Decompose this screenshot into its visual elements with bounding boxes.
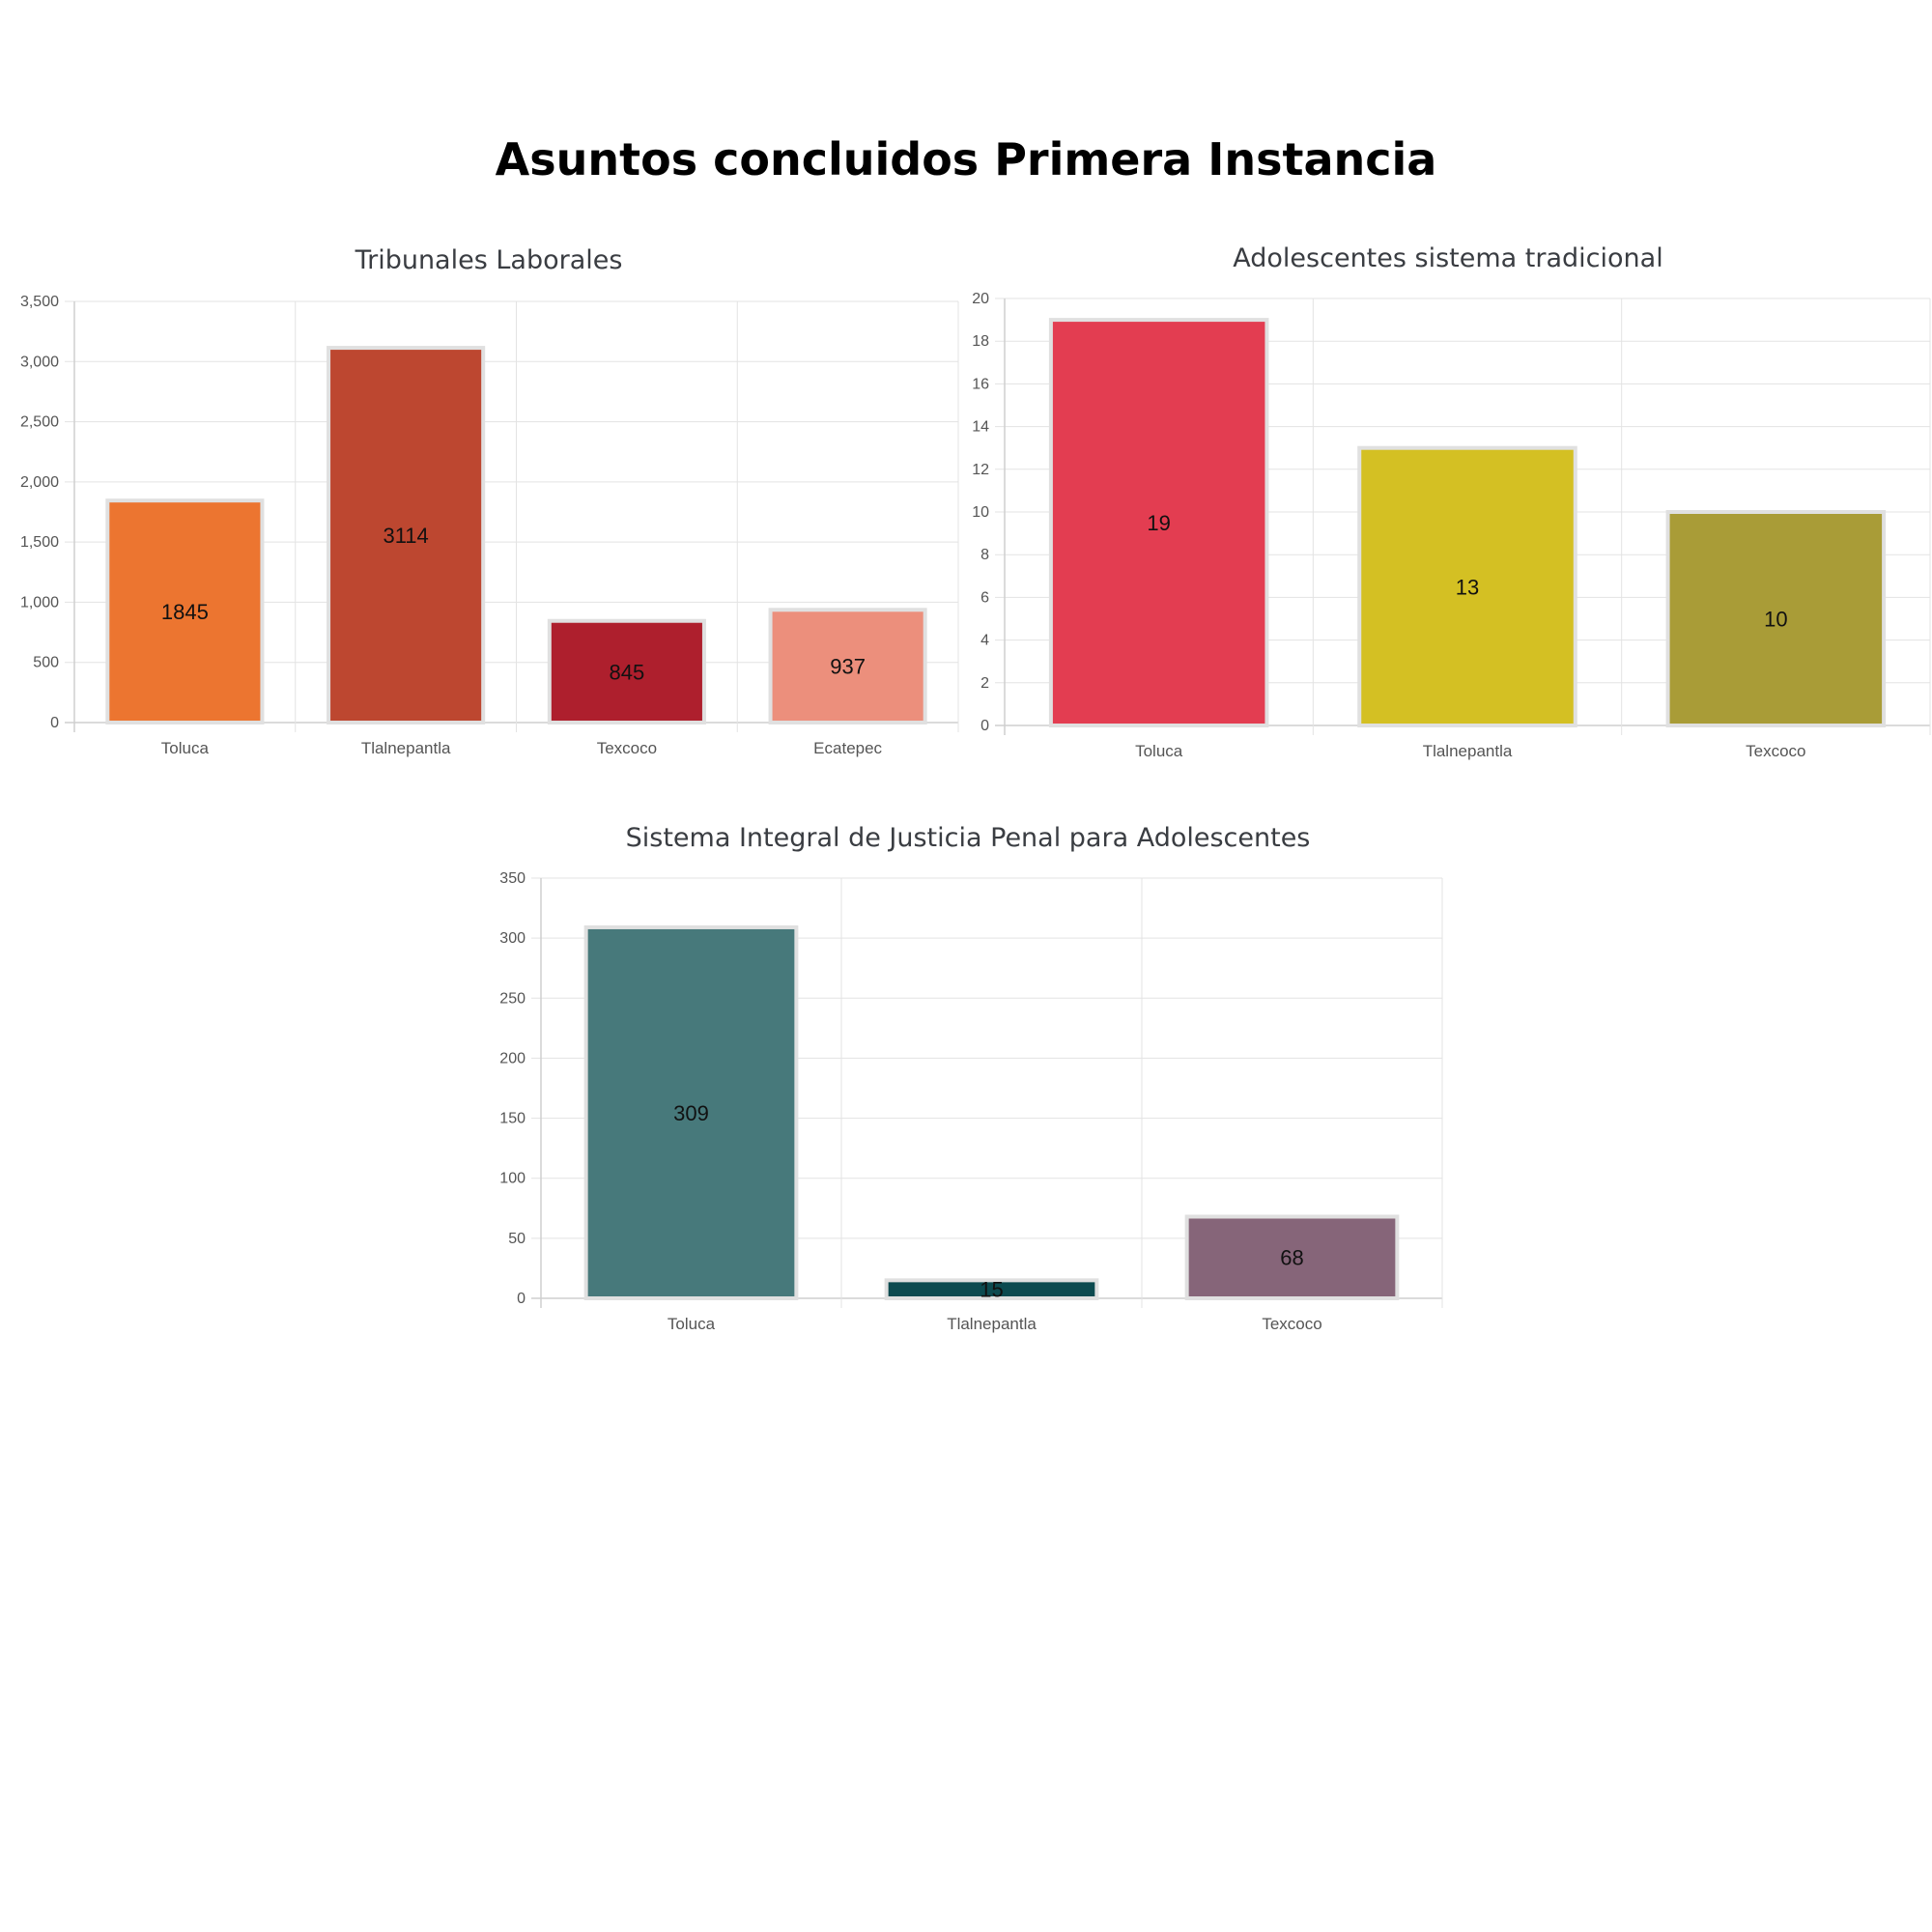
y-tick-label: 0 [980, 718, 989, 734]
x-tick-label: Texcoco [597, 739, 657, 757]
y-tick-label: 8 [980, 547, 989, 563]
data-label: 937 [830, 655, 866, 679]
bar-tlalnepantla [327, 346, 486, 725]
x-tick-label: Texcoco [1746, 742, 1805, 760]
page-title: Asuntos concluidos Primera Instancia [495, 133, 1437, 185]
bar-toluca [105, 498, 265, 724]
y-tick-label: 150 [499, 1111, 526, 1127]
y-tick-label: 300 [499, 930, 526, 947]
y-tick-label: 14 [972, 419, 989, 436]
data-label: 845 [610, 660, 645, 684]
y-tick-label: 100 [499, 1171, 526, 1187]
bar-tlalnepantla [884, 1278, 1099, 1301]
bar-toluca [1048, 318, 1269, 727]
y-tick-label: 0 [517, 1291, 526, 1307]
data-label: 3114 [383, 524, 428, 548]
y-tick-label: 3,000 [20, 354, 59, 370]
y-tick-label: 500 [33, 655, 59, 671]
x-tick-label: Tlalnepantla [947, 1315, 1037, 1333]
y-tick-label: 0 [50, 715, 59, 731]
x-tick-label: Ecatepec [813, 739, 882, 757]
y-tick-label: 10 [972, 504, 989, 521]
y-tick-label: 18 [972, 333, 989, 350]
y-tick-label: 2,500 [20, 414, 59, 431]
chart-title: Tribunales Laborales [355, 245, 623, 275]
y-tick-label: 2,000 [20, 474, 59, 491]
y-tick-label: 3,500 [20, 294, 59, 310]
chart-title: Sistema Integral de Justicia Penal para … [626, 823, 1311, 853]
chart-title: Adolescentes sistema tradicional [1233, 243, 1662, 273]
y-tick-label: 12 [972, 462, 989, 478]
data-label: 19 [1147, 511, 1170, 535]
y-tick-label: 1,500 [20, 534, 59, 551]
x-tick-label: Tlalnepantla [361, 739, 451, 757]
data-label: 15 [980, 1278, 1003, 1302]
x-tick-label: Toluca [1135, 742, 1183, 760]
y-tick-label: 4 [980, 633, 989, 649]
y-tick-label: 20 [972, 291, 989, 307]
y-tick-label: 6 [980, 589, 989, 606]
x-tick-label: Toluca [668, 1315, 716, 1333]
bar-texcoco [1184, 1214, 1400, 1300]
data-label: 68 [1280, 1246, 1303, 1270]
data-label: 13 [1456, 575, 1479, 599]
data-label: 1845 [161, 600, 209, 624]
chart-sistema-integral-justicia-penal: Sistema Integral de Justicia Penal para … [499, 823, 1443, 1333]
chart-adolescentes-sistema-tradicional: Adolescentes sistema tradicional 0 2 4 6 8 10 1… [972, 243, 1931, 760]
data-label: 309 [673, 1101, 709, 1125]
bar-texcoco [1665, 510, 1887, 727]
y-tick-label: 250 [499, 990, 526, 1007]
x-tick-label: Toluca [161, 739, 210, 757]
y-tick-label: 200 [499, 1050, 526, 1066]
y-tick-label: 1,000 [20, 594, 59, 611]
bar-toluca [583, 924, 799, 1300]
y-tick-label: 50 [508, 1231, 526, 1247]
x-tick-label: Tlalnepantla [1423, 742, 1513, 760]
y-tick-label: 2 [980, 675, 989, 692]
x-tick-label: Texcoco [1262, 1315, 1321, 1333]
data-label: 10 [1764, 608, 1787, 632]
y-tick-label: 350 [499, 870, 526, 887]
bar-tlalnepantla [1357, 445, 1577, 727]
y-tick-label: 16 [972, 376, 989, 392]
chart-tribunales-laborales: Tribunales Laborales 0 500 1,000 1,500 2,000 2… [20, 245, 959, 757]
bar-texcoco [547, 618, 706, 725]
bar-ecatepec [768, 608, 927, 725]
